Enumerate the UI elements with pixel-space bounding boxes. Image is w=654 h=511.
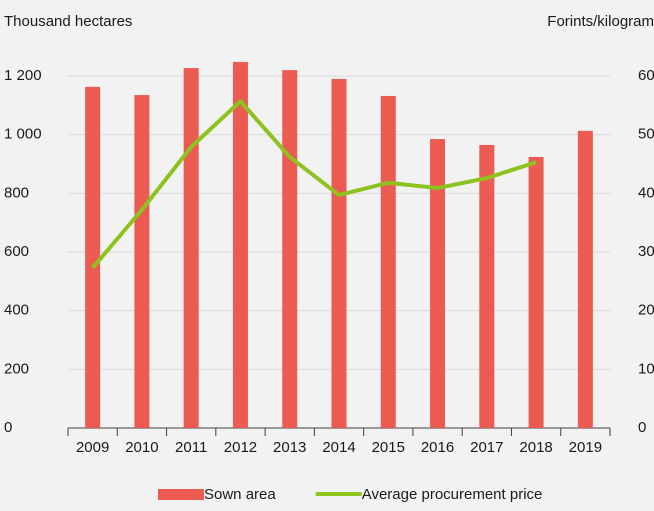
x-tick-label: 2019 bbox=[569, 439, 602, 456]
bar bbox=[232, 61, 248, 429]
bar bbox=[577, 130, 593, 428]
y-tick-label: 600 bbox=[4, 243, 29, 260]
x-tick-label: 2018 bbox=[519, 439, 552, 456]
line bbox=[91, 99, 537, 270]
x-tick-label: 2009 bbox=[76, 439, 109, 456]
y2-tick-label: 0 bbox=[638, 419, 646, 436]
y2-tick-label: 20 bbox=[638, 302, 654, 319]
x-tick-label: 2013 bbox=[273, 439, 306, 456]
bar bbox=[528, 156, 544, 428]
x-tick-label: 2012 bbox=[224, 439, 257, 456]
bar bbox=[134, 95, 150, 429]
legend-label: Sown area bbox=[204, 486, 276, 503]
y-tick-label: 1 000 bbox=[4, 126, 42, 143]
legend-label: Average procurement price bbox=[362, 486, 543, 503]
bar bbox=[183, 68, 199, 428]
x-tick-label: 2016 bbox=[421, 439, 454, 456]
y-tick-label: 200 bbox=[4, 360, 29, 377]
y2-tick-label: 30 bbox=[638, 243, 654, 260]
bar bbox=[430, 139, 446, 429]
y-tick-label: 800 bbox=[4, 184, 29, 201]
y2-tick-label: 40 bbox=[638, 184, 654, 201]
x-tick-label: 2011 bbox=[175, 439, 207, 456]
bar bbox=[85, 86, 101, 428]
y-tick-label: 1 200 bbox=[4, 67, 42, 84]
y2-axis-title: Forints/kilogram bbox=[547, 13, 654, 30]
x-tick-label: 2015 bbox=[372, 439, 405, 456]
bar bbox=[479, 144, 495, 428]
x-tick-label: 2010 bbox=[125, 439, 158, 456]
y-axis-title: Thousand hectares bbox=[4, 13, 132, 30]
y2-tick-label: 10 bbox=[638, 360, 654, 377]
bar bbox=[380, 95, 396, 429]
legend-swatch bbox=[158, 489, 204, 500]
y2-tick-label: 50 bbox=[638, 126, 654, 143]
y-tick-label: 0 bbox=[4, 419, 12, 436]
x-tick-label: 2017 bbox=[470, 439, 503, 456]
bar bbox=[331, 78, 347, 428]
x-tick-label: 2014 bbox=[322, 439, 355, 456]
y-tick-label: 400 bbox=[4, 302, 29, 319]
y2-tick-label: 60 bbox=[638, 67, 654, 84]
bar bbox=[282, 70, 298, 428]
